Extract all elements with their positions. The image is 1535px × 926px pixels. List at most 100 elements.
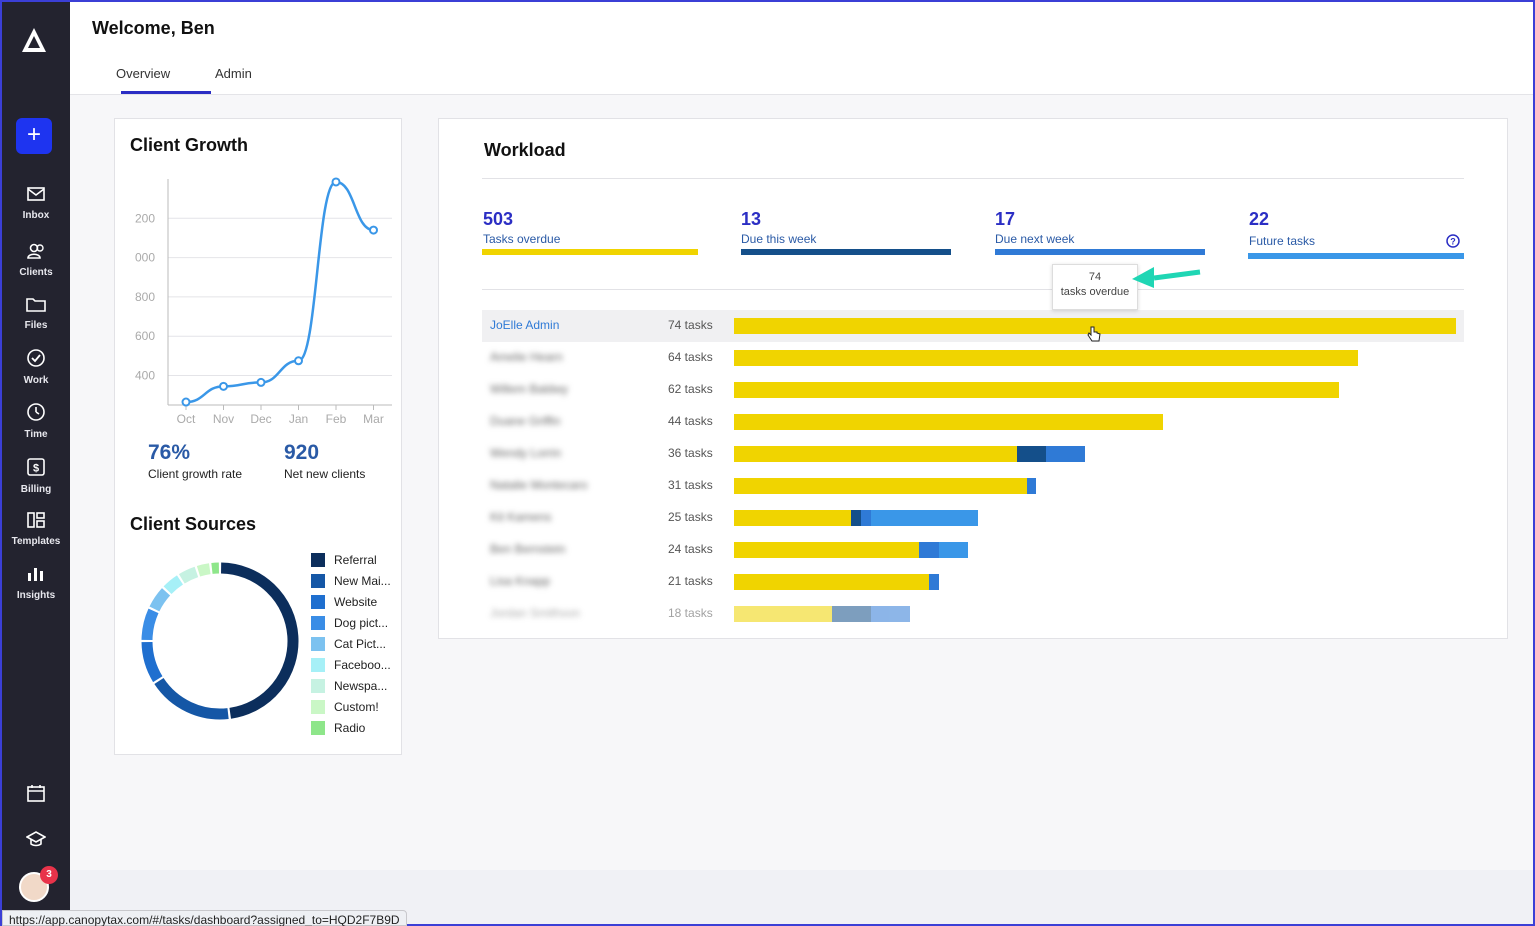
hand-cursor-icon <box>1087 326 1101 342</box>
add-button[interactable]: + <box>16 118 52 154</box>
bar-segment-this-week[interactable] <box>851 510 861 526</box>
client-sources-donut <box>141 562 299 720</box>
y-tick-label: 000 <box>135 251 155 265</box>
calendar-button[interactable] <box>2 784 70 805</box>
sidebar-item-clients[interactable]: Clients <box>2 243 70 280</box>
task-count: 74 tasks <box>668 318 713 332</box>
assignee-name[interactable]: JoElle Admin <box>490 318 560 332</box>
x-tick-label: Feb <box>326 412 347 426</box>
bar-segment-overdue[interactable] <box>734 606 832 622</box>
notification-badge: 3 <box>40 866 58 884</box>
bar-segment-overdue[interactable] <box>734 510 852 526</box>
table-row[interactable]: Jordan Smithson 18 tasks <box>482 598 1464 630</box>
data-point <box>369 225 378 235</box>
bar-segment-overdue[interactable] <box>734 318 1456 334</box>
due-next-week-count[interactable]: 17 <box>995 209 1016 229</box>
bar-segment-this-week[interactable] <box>831 606 871 622</box>
learning-button[interactable] <box>2 830 70 851</box>
donut-slice <box>149 588 171 612</box>
bar-segment-overdue[interactable] <box>734 478 1027 494</box>
bar-segment-overdue[interactable] <box>734 382 1339 398</box>
future-tasks-count[interactable]: 22 <box>1249 209 1270 229</box>
tooltip-label: tasks overdue <box>1060 286 1130 298</box>
data-point <box>181 397 191 407</box>
bar-segment-next-week[interactable] <box>870 606 910 622</box>
bar-segment-overdue[interactable] <box>734 574 930 590</box>
assignee-name[interactable]: Natalie Montecaro <box>490 478 588 492</box>
bar-segment-next-week[interactable] <box>929 574 939 590</box>
sidebar-item-work[interactable]: Work <box>2 349 70 388</box>
task-count: 62 tasks <box>668 382 713 396</box>
assignee-name[interactable]: Kit Kamens <box>490 510 552 524</box>
assignee-name[interactable]: Willem Baldwy <box>490 382 569 396</box>
y-tick-label: 400 <box>135 369 155 383</box>
bar-segment-overdue[interactable] <box>734 350 1359 366</box>
annotation-arrow-icon <box>1132 267 1201 288</box>
assignee-name[interactable]: Duane Griffin <box>490 414 561 428</box>
legend-label: New Mai... <box>334 574 391 588</box>
x-tick-label: Mar <box>363 412 384 426</box>
legend-label: Newspa... <box>334 679 388 693</box>
assignee-name[interactable]: Jordan Smithson <box>490 606 581 620</box>
legend-swatch <box>311 721 325 735</box>
bar-segment-this-week[interactable] <box>1016 446 1047 462</box>
table-row[interactable]: Kit Kamens 25 tasks <box>482 502 1464 534</box>
table-row[interactable]: JoElle Admin 74 tasks <box>482 310 1464 342</box>
folder-icon <box>26 298 46 312</box>
due-this-week-count[interactable]: 13 <box>741 209 762 229</box>
client-growth-chart: 400 600 800 000 200 Oct Nov Dec Jan Feb Mar <box>135 177 392 426</box>
bar-segment-next-week[interactable] <box>919 542 939 558</box>
assignee-name[interactable]: Ben Bernstein <box>490 542 566 556</box>
legend-swatch <box>311 637 325 651</box>
bar-segment-next-week[interactable] <box>1026 478 1037 494</box>
legend-label: Referral <box>334 553 377 567</box>
help-icon[interactable]: ? <box>1446 234 1460 248</box>
bar-segment-next-week[interactable] <box>1046 446 1086 462</box>
table-row[interactable]: Amelie Hearn 64 tasks <box>482 342 1464 374</box>
table-row[interactable]: Lisa Knapp 21 tasks <box>482 566 1464 598</box>
sidebar-item-templates[interactable]: Templates <box>2 512 70 549</box>
bar-segment-next-week[interactable] <box>860 510 871 526</box>
assignee-name[interactable]: Lisa Knapp <box>490 574 551 588</box>
canopy-logo-icon[interactable] <box>20 26 48 54</box>
task-count: 44 tasks <box>668 414 713 428</box>
sidebar-item-label: Work <box>23 375 49 386</box>
table-row[interactable]: Willem Baldwy 62 tasks <box>482 374 1464 406</box>
data-point <box>219 381 228 391</box>
sidebar-item-label: Time <box>24 429 48 440</box>
table-row[interactable]: Ben Bernstein 24 tasks <box>482 534 1464 566</box>
svg-text:?: ? <box>1450 237 1456 247</box>
sidebar-item-label: Templates <box>11 536 61 547</box>
table-row[interactable]: Natalie Montecaro 31 tasks <box>482 470 1464 502</box>
bar-segment-overdue[interactable] <box>734 414 1164 430</box>
legend-label: Radio <box>334 721 366 735</box>
table-row[interactable]: Wendy Lorrin 36 tasks <box>482 438 1464 470</box>
sidebar-item-files[interactable]: Files <box>2 296 70 333</box>
bar-segment-future[interactable] <box>938 542 969 558</box>
series-line <box>185 180 374 404</box>
due-this-week-bar <box>741 249 951 255</box>
tab-overview[interactable]: Overview <box>116 66 171 81</box>
page-title: Welcome, Ben <box>92 18 215 38</box>
sidebar-item-label: Insights <box>16 590 56 601</box>
sidebar-item-time[interactable]: Time <box>2 403 70 442</box>
overdue-count[interactable]: 503 <box>483 209 514 229</box>
sidebar-item-inbox[interactable]: Inbox <box>2 186 70 223</box>
assignee-name[interactable]: Amelie Hearn <box>490 350 563 364</box>
graduation-cap-icon <box>26 831 46 847</box>
bar-segment-overdue[interactable] <box>734 446 1017 462</box>
tab-admin[interactable]: Admin <box>215 66 252 81</box>
data-point <box>256 377 266 387</box>
table-row[interactable]: Duane Griffin 44 tasks <box>482 406 1464 438</box>
sidebar-item-billing[interactable]: $ Billing <box>2 458 70 497</box>
donut-slice <box>220 562 299 719</box>
task-count: 21 tasks <box>668 574 713 588</box>
bar-segment-overdue[interactable] <box>734 542 920 558</box>
sidebar-item-insights[interactable]: Insights <box>2 566 70 603</box>
task-count: 25 tasks <box>668 510 713 524</box>
y-tick-label: 600 <box>135 329 155 343</box>
assignee-name[interactable]: Wendy Lorrin <box>490 446 562 460</box>
bar-segment-future[interactable] <box>870 510 978 526</box>
status-url: https://app.canopytax.com/#/tasks/dashbo… <box>2 910 407 926</box>
billing-icon: $ <box>27 458 45 476</box>
